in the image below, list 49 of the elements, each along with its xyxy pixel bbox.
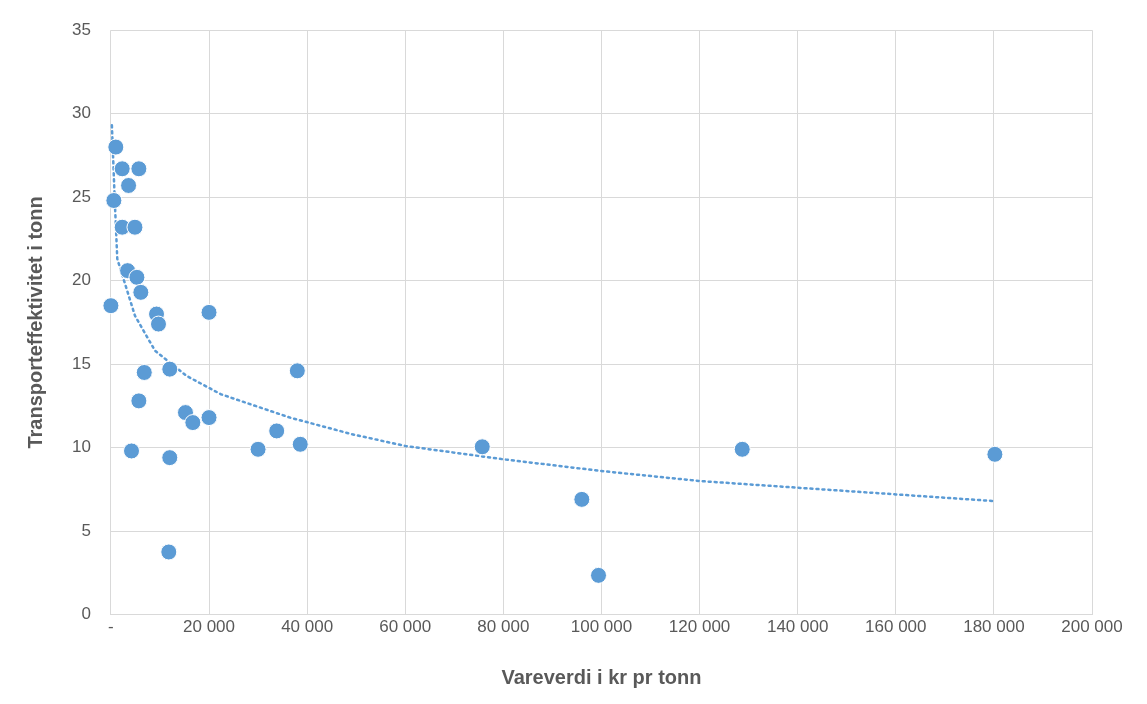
x-tick-label: -: [108, 617, 114, 637]
y-tick-label: 5: [81, 520, 91, 540]
point: [288, 362, 306, 380]
x-tick-label: 20 000: [183, 617, 236, 637]
point: [573, 490, 591, 508]
point: [733, 440, 751, 458]
point: [590, 566, 608, 584]
y-tick-label: 15: [71, 353, 91, 373]
point: [160, 543, 178, 561]
y-tick-label: 0: [81, 604, 91, 624]
x-tick-label: 100 000: [570, 617, 633, 637]
y-tick-label: 30: [71, 103, 91, 123]
point: [135, 363, 153, 381]
x-tick-label: 60 000: [379, 617, 432, 637]
y-tick-label: 35: [71, 19, 91, 39]
x-tick-label: 200 000: [1061, 617, 1123, 637]
point: [161, 360, 179, 378]
point: [130, 160, 148, 178]
y-tick-label: 20: [71, 270, 91, 290]
x-tick-label: 80 000: [477, 617, 530, 637]
point: [184, 414, 202, 432]
point: [291, 435, 309, 453]
point: [113, 160, 131, 178]
point: [105, 192, 123, 210]
point: [473, 438, 491, 456]
point: [123, 442, 141, 460]
point: [200, 303, 218, 321]
point: [132, 283, 150, 301]
y-tick-label: 10: [71, 437, 91, 457]
point: [986, 445, 1004, 463]
x-tick-label: 140 000: [766, 617, 829, 637]
x-tick-label: 160 000: [865, 617, 927, 637]
x-tick-label: 180 000: [963, 617, 1025, 637]
x-axis-title: Vareverdi i kr pr tonn: [501, 665, 702, 688]
point: [161, 449, 179, 467]
point: [107, 138, 125, 156]
point: [200, 409, 218, 427]
point: [130, 392, 148, 410]
point: [128, 268, 146, 286]
y-axis-title: Transporteffektivitet i tonn: [23, 196, 46, 449]
point: [149, 315, 167, 333]
x-tick-label: 120 000: [668, 617, 731, 637]
point: [126, 218, 144, 236]
point: [102, 297, 120, 315]
point: [120, 176, 138, 194]
point: [249, 440, 267, 458]
x-tick-label: 40 000: [281, 617, 334, 637]
y-tick-label: 25: [71, 186, 91, 206]
point: [268, 422, 286, 440]
